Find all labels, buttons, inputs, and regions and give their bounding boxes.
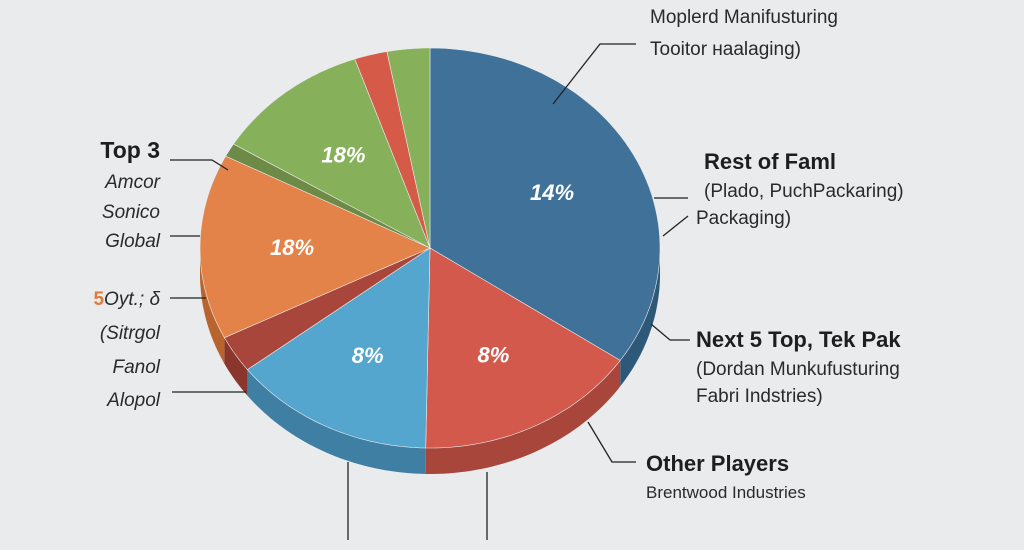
pie-slice-0 [429,47,661,361]
pie-side-3 [224,337,248,396]
callout-top-right: Moplerd Manifusturing Tooitor ʜaalaging) [650,6,838,62]
callout-rest: Rest of Faml (Plado, PuchPackaring) Pack… [696,148,904,231]
pie-slice-label-0: 14% [530,180,574,205]
pie-side-2 [247,369,426,474]
pie-side-1 [425,360,621,474]
callout-next5: Next 5 Top, Tek Pak (Dordan Munkufusturi… [696,326,901,409]
callout-left-accent: 5 [93,289,105,310]
leader-top-right [552,43,636,105]
callout-top3-head: Top 3 [100,137,160,163]
callout-left: 5Oyt.; δ (Sitrgol Fanol Alopol [40,288,160,413]
pie-sides [200,248,660,474]
callout-rest-line2: Packaging) [696,208,792,230]
callout-rest-head: Rest of Faml [704,149,837,174]
pie-slice-5 [225,143,431,249]
leader-top3 [170,159,229,171]
callout-left-head-rest: Oyt.; δ [104,289,160,310]
callout-other: Other Players Brentwood Industries [646,450,806,503]
callout-top3-line2: Sonico [101,201,160,223]
callout-left-head: 5Oyt.; δ [40,288,160,312]
callout-rest-line1: (Plado, PuchPackaring) [704,180,904,202]
callout-left-line2: Fanol [112,356,160,378]
leader-next5 [650,323,690,341]
pie-slice-3 [223,247,431,370]
pie-slice-4 [199,155,431,339]
callout-top-right-line1: Moplerd Manifusturing [650,7,838,28]
leader-other [587,421,636,463]
leader-rest-2 [662,215,689,237]
pie-top [199,47,661,449]
callout-other-line1: Brentwood Industries [646,482,806,502]
callout-next5-line1: (Dordan Munkufusturing [696,358,900,380]
callout-top3-line1: Amcor [105,171,160,193]
pie-slice-6 [233,58,431,249]
pie-slice-1 [425,247,621,449]
pie-slice-8 [386,47,431,249]
pie-side-0 [620,248,660,387]
pie-slice-7 [354,51,431,249]
callout-other-head: Other Players [646,451,790,476]
callout-left-line3: Alopol [107,390,160,412]
callout-next5-line2: Fabri Indstries) [696,386,823,408]
callout-top-right-line2: Tooitor ʜaalaging) [650,38,801,60]
callout-left-line1: (Sitrgol [99,322,160,344]
pie-slice-label-1: 8% [478,343,510,368]
pie-side-4 [200,248,225,364]
callout-next5-head: Next 5 Top, Tek Pak [696,327,901,352]
pie-slice-label-4: 18% [270,235,314,260]
callout-top3-line3: Global [105,231,160,253]
pie-slice-label-2: 8% [352,343,384,368]
pie-slice-label-6: 18% [321,143,365,168]
callout-top3: Top 3 Amcor Sonico Global [60,136,160,254]
pie-labels: 14% 8% 8% 18% 18% [270,143,574,369]
leader-lines [170,43,690,540]
pie-slice-2 [246,247,431,449]
